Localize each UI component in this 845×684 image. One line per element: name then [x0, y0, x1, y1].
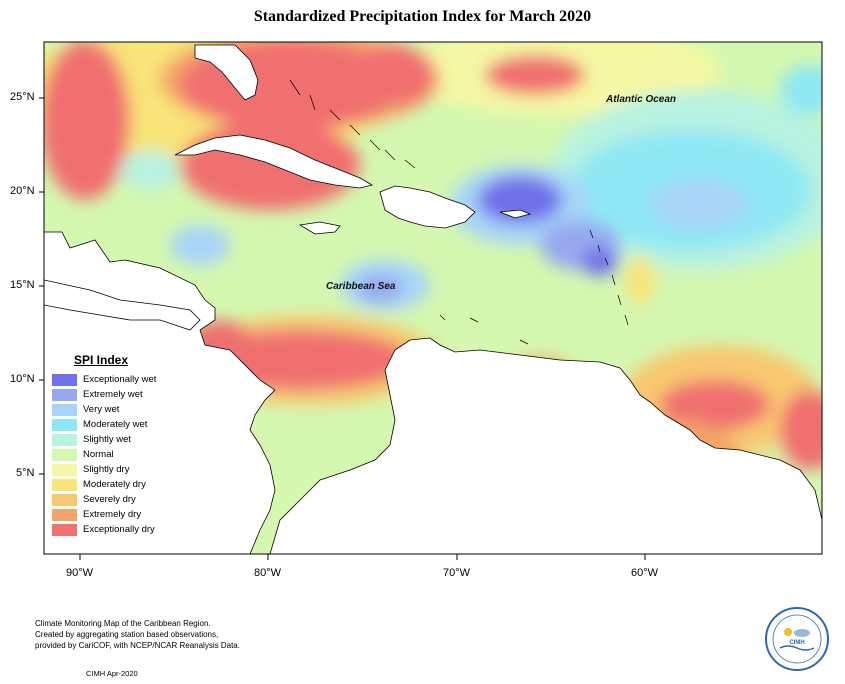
legend-swatch — [52, 493, 77, 506]
legend-swatch — [52, 403, 77, 416]
sun-icon — [784, 628, 792, 636]
spi-legend: SPI Index Exceptionally wet Extremely we… — [52, 353, 170, 538]
lat-label-15n: 15°N — [10, 279, 35, 291]
legend-item-moderately-dry: Moderately dry — [52, 478, 170, 491]
logo-text: CIMH — [789, 640, 804, 646]
legend-swatch — [52, 478, 77, 491]
map-title: Standardized Precipitation Index for Mar… — [253, 8, 592, 25]
lat-label-5n: 5°N — [16, 467, 35, 479]
footer-line-3: provided by CariCOF, with NCEP/NCAR Rean… — [35, 641, 240, 650]
legend-item-extremely-wet: Extremely wet — [52, 388, 170, 401]
legend-swatch — [52, 418, 77, 431]
legend-item-exceptionally-dry: Exceptionally dry — [52, 523, 170, 536]
footer-line-2: Created by aggregating station based obs… — [35, 630, 219, 639]
legend-item-slightly-dry: Slightly dry — [52, 463, 170, 476]
cimh-logo: CIMH — [765, 607, 829, 671]
legend-swatch — [52, 373, 77, 386]
lon-label-80w: 80°W — [254, 567, 282, 579]
atlantic-ocean-label: Atlantic Ocean — [606, 94, 677, 105]
legend-swatch — [52, 388, 77, 401]
lon-label-60w: 60°W — [631, 567, 659, 579]
lat-label-20n: 20°N — [10, 185, 35, 197]
legend-item-exceptionally-wet: Exceptionally wet — [52, 373, 170, 386]
legend-swatch — [52, 523, 77, 536]
legend-item-moderately-wet: Moderately wet — [52, 418, 170, 431]
lon-label-70w: 70°W — [443, 567, 471, 579]
legend-swatch — [52, 433, 77, 446]
legend-swatch — [52, 508, 77, 521]
island-outlines — [289, 79, 629, 345]
map-frame — [43, 41, 823, 555]
lon-label-90w: 90°W — [66, 567, 94, 579]
legend-item-very-wet: Very wet — [52, 403, 170, 416]
legend-item-normal: Normal — [52, 448, 170, 461]
lat-label-10n: 10°N — [10, 373, 35, 385]
footer-date: CIMH Apr-2020 — [86, 669, 138, 678]
legend-title: SPI Index — [74, 353, 129, 367]
cloud-icon — [794, 629, 810, 637]
land-masses — [44, 44, 822, 554]
legend-swatch — [52, 463, 77, 476]
wave-icon — [779, 645, 815, 651]
lat-label-25n: 25°N — [10, 91, 35, 103]
legend-item-slightly-wet: Slightly wet — [52, 433, 170, 446]
legend-item-extremely-dry: Extremely dry — [52, 508, 170, 521]
legend-swatch — [52, 448, 77, 461]
spi-field — [44, 42, 822, 554]
caribbean-sea-label: Caribbean Sea — [326, 281, 396, 292]
axis-ticks — [39, 97, 646, 560]
footer-line-1: Climate Monitoring Map of the Caribbean … — [35, 619, 211, 628]
legend-item-severely-dry: Severely dry — [52, 493, 170, 506]
footer-note: Climate Monitoring Map of the Caribbean … — [35, 618, 240, 651]
